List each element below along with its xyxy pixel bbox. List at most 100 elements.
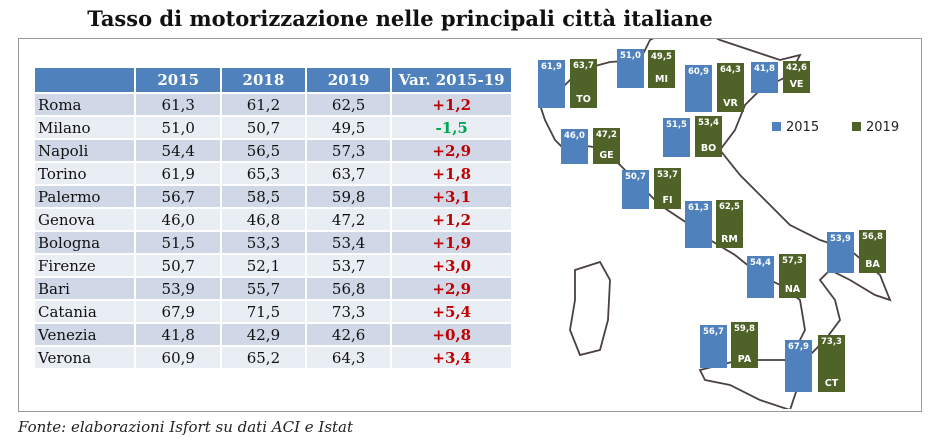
bar-value-label: 56,7: [703, 326, 724, 337]
city-code-label: BA: [865, 258, 880, 270]
table-row: Genova 46,0 46,8 47,2 +1,2: [32, 207, 513, 232]
cell-var: +5,4: [390, 299, 513, 324]
cell-y2019: 64,3: [304, 345, 393, 370]
table-row: Napoli 54,4 56,5 57,3 +2,9: [32, 138, 513, 163]
bar-ge-2019: 47,2 GE: [593, 128, 620, 164]
bar-pa-2015: 56,7: [700, 324, 727, 368]
city-code-label: NA: [784, 283, 801, 295]
bar-value-label: 53,7: [657, 170, 678, 181]
cell-y2018: 65,3: [220, 161, 307, 186]
bar-value-label: 46,0: [564, 131, 585, 142]
bar-value-label: 67,9: [788, 341, 809, 352]
bar-mi-2015: 51,0: [617, 49, 644, 88]
bar-ct-2019: 73,3 CT: [818, 335, 845, 392]
table-row: Bologna 51,5 53,3 53,4 +1,9: [32, 230, 513, 255]
cell-city: Milano: [32, 115, 137, 140]
cell-city: Bari: [32, 276, 137, 301]
cell-y2019: 73,3: [304, 299, 393, 324]
cell-var: +1,9: [390, 230, 513, 255]
cell-var: +3,0: [390, 253, 513, 278]
column-header: 2019: [304, 66, 393, 94]
bar-value-label: 64,3: [720, 64, 741, 75]
bar-vr-2019: 64,3 VR: [717, 62, 744, 112]
cell-y2018: 56,5: [220, 138, 307, 163]
bar-fi-2019: 53,7 FI: [654, 168, 681, 209]
table-row: Palermo 56,7 58,5 59,8 +3,1: [32, 184, 513, 209]
bar-value-label: 54,4: [750, 258, 771, 269]
bar-to-2019: 63,7 TO: [570, 59, 597, 108]
cell-y2015: 67,9: [134, 299, 223, 324]
bar-rm-2019: 62,5 RM: [716, 200, 743, 248]
bar-value-label: 50,7: [625, 172, 646, 183]
bar-value-label: 61,9: [541, 62, 562, 73]
bar-na-2019: 57,3 NA: [779, 254, 806, 298]
cell-city: Verona: [32, 345, 137, 370]
bar-value-label: 60,9: [688, 67, 709, 78]
cell-var: +2,9: [390, 276, 513, 301]
bar-ve-2019: 42,6 VE: [783, 60, 810, 93]
legend-label-2015: 2015: [786, 120, 820, 135]
cell-y2018: 50,7: [220, 115, 307, 140]
table-row: Venezia 41,8 42,9 42,6 +0,8: [32, 322, 513, 347]
cell-y2019: 63,7: [304, 161, 393, 186]
table-row: Verona 60,9 65,2 64,3 +3,4: [32, 345, 513, 370]
bar-value-label: 41,8: [754, 63, 775, 74]
cell-y2019: 56,8: [304, 276, 393, 301]
cell-y2015: 53,9: [134, 276, 223, 301]
bar-value-label: 53,9: [830, 233, 851, 244]
bar-value-label: 42,6: [786, 62, 807, 73]
bar-ve-2015: 41,8: [751, 61, 778, 93]
cell-y2018: 52,1: [220, 253, 307, 278]
cell-y2015: 54,4: [134, 138, 223, 163]
legend-2015: 2015: [772, 120, 819, 135]
bar-bo-2019: 53,4 BO: [695, 116, 722, 157]
cell-y2019: 42,6: [304, 322, 393, 347]
bar-na-2015: 54,4: [747, 256, 774, 298]
bar-to-2015: 61,9: [538, 60, 565, 108]
mainland-outline: [539, 39, 892, 372]
cell-y2018: 55,7: [220, 276, 307, 301]
bar-value-label: 61,3: [688, 202, 709, 213]
cell-y2018: 65,2: [220, 345, 307, 370]
bar-ba-2015: 53,9: [827, 231, 854, 273]
bar-vr-2015: 60,9: [685, 65, 712, 112]
column-header: 2018: [220, 66, 307, 94]
column-header: 2015: [134, 66, 223, 94]
source-note: Fonte: elaborazioni Isfort su dati ACI e…: [18, 418, 354, 436]
bar-ct-2015: 67,9: [785, 339, 812, 392]
cell-y2019: 53,4: [304, 230, 393, 255]
cell-var: +1,2: [390, 207, 513, 232]
cell-city: Roma: [32, 92, 137, 117]
cell-city: Catania: [32, 299, 137, 324]
bar-value-label: 47,2: [596, 130, 617, 141]
cell-var: -1,5: [390, 115, 513, 140]
table-row: Catania 67,9 71,5 73,3 +5,4: [32, 299, 513, 324]
cell-city: Bologna: [32, 230, 137, 255]
legend-2019: 2019: [852, 120, 899, 135]
cell-y2018: 46,8: [220, 207, 307, 232]
city-code-label: PA: [737, 353, 752, 365]
cell-city: Firenze: [32, 253, 137, 278]
bar-value-label: 73,3: [821, 337, 842, 348]
bar-value-label: 62,5: [719, 202, 740, 212]
bar-ge-2015: 46,0: [561, 129, 588, 164]
cell-var: +3,1: [390, 184, 513, 209]
table-row: Bari 53,9 55,7 56,8 +2,9: [32, 276, 513, 301]
cell-y2015: 46,0: [134, 207, 223, 232]
column-header: Var. 2015-19: [390, 66, 513, 94]
cell-y2019: 47,2: [304, 207, 393, 232]
bar-ba-2019: 56,8 BA: [859, 229, 886, 273]
bar-mi-2019: 49,5 MI: [648, 50, 675, 88]
table-body: Roma 61,3 61,2 62,5 +1,2 Milano 51,0 50,7 49,5 -1…: [32, 92, 513, 370]
table-header-row: 2015 2018 2019 Var. 2015-19: [32, 66, 513, 94]
city-code-label: VR: [723, 97, 738, 109]
cell-y2015: 61,3: [134, 92, 223, 117]
column-header: [32, 66, 137, 94]
cell-city: Genova: [32, 207, 137, 232]
city-code-label: MI: [655, 73, 668, 85]
table-row: Firenze 50,7 52,1 53,7 +3,0: [32, 253, 513, 278]
cell-city: Torino: [32, 161, 137, 186]
city-code-label: CT: [824, 377, 839, 389]
bar-value-label: 53,4: [698, 118, 719, 129]
cell-y2015: 56,7: [134, 184, 223, 209]
